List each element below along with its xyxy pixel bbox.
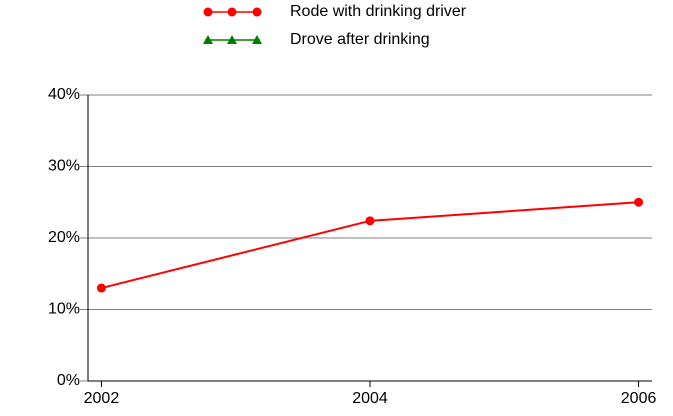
y-tick-label: 40%	[48, 86, 80, 103]
y-tick-label: 0%	[57, 372, 80, 389]
x-tick-label: 2006	[621, 390, 657, 407]
legend-marker	[252, 7, 262, 17]
legend-label: Rode with drinking driver	[290, 3, 467, 20]
legend-label: Drove after drinking	[290, 31, 430, 48]
legend-marker	[227, 7, 237, 17]
y-tick-label: 20%	[48, 229, 80, 246]
y-tick-label: 30%	[48, 158, 80, 175]
data-point	[365, 216, 375, 226]
x-tick-label: 2004	[352, 390, 388, 407]
x-tick-label: 2002	[84, 390, 120, 407]
legend-marker	[252, 35, 262, 44]
legend-marker	[203, 35, 213, 44]
legend-marker	[227, 35, 237, 44]
series-line	[101, 201, 639, 290]
y-tick-label: 10%	[48, 301, 80, 318]
legend-marker	[203, 7, 213, 17]
data-point	[96, 283, 106, 293]
data-point	[634, 197, 644, 207]
